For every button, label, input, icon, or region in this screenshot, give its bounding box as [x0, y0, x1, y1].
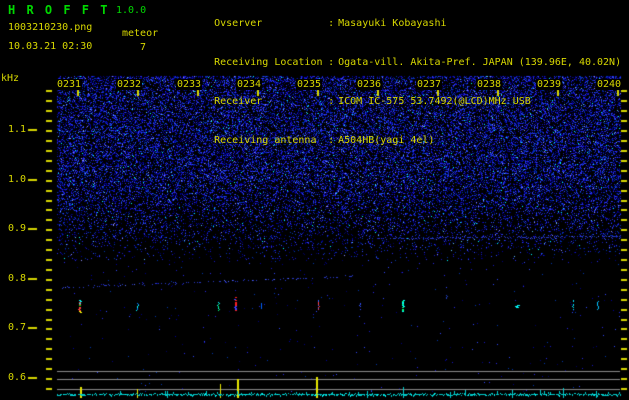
- info-value: A504HB(yagi 4el): [338, 135, 434, 146]
- time-tick-label: 0231: [56, 79, 82, 90]
- info-value: Masayuki Kobayashi: [338, 18, 446, 29]
- info-label: Receiver: [214, 95, 328, 108]
- info-colon: :: [328, 134, 338, 147]
- hrofft-window: H R O F F T 1.0.0 1003210230.png meteor …: [0, 0, 629, 400]
- freq-tick-label: 1.0: [0, 174, 26, 185]
- app-version: 1.0.0: [116, 5, 146, 16]
- time-tick-label: 0240: [596, 79, 622, 90]
- time-tick-label: 0233: [176, 79, 202, 90]
- info-value: Ogata-vill. Akita-Pref. JAPAN (139.96E, …: [338, 57, 621, 68]
- time-tick-label: 0235: [296, 79, 322, 90]
- observation-datetime: 10.03.21 02:30: [8, 41, 92, 52]
- freq-tick-label: 0.8: [0, 273, 26, 284]
- info-label: Receiving Location: [214, 56, 328, 69]
- time-tick-label: 0236: [356, 79, 382, 90]
- time-tick-label: 0239: [536, 79, 562, 90]
- info-label: Ovserver: [214, 17, 328, 30]
- freq-axis-unit-label: kHz: [1, 73, 19, 84]
- freq-tick-label: 0.6: [0, 372, 26, 383]
- freq-tick-label: 0.7: [0, 322, 26, 333]
- app-title: H R O F F T: [8, 3, 109, 17]
- freq-tick-label: 1.1: [0, 124, 26, 135]
- info-row-location: Receiving Location: Ogata-vill. Akita-Pre…: [178, 43, 621, 82]
- time-tick-label: 0232: [116, 79, 142, 90]
- info-row-antenna: Receiving antenna: A504HB(yagi 4el): [178, 121, 621, 160]
- info-value: ICOM IC-575 53.7492(@LCD)MHz USB: [338, 96, 531, 107]
- time-tick-label: 0234: [236, 79, 262, 90]
- echo-count: 7: [140, 42, 146, 53]
- info-colon: :: [328, 56, 338, 69]
- mode-label: meteor: [122, 28, 158, 39]
- info-row-observer: Ovserver: Masayuki Kobayashi: [178, 4, 621, 43]
- time-tick-label: 0237: [416, 79, 442, 90]
- info-label: Receiving antenna: [214, 134, 328, 147]
- time-tick-label: 0238: [476, 79, 502, 90]
- output-filename: 1003210230.png: [8, 22, 92, 33]
- info-colon: :: [328, 95, 338, 108]
- freq-tick-label: 0.9: [0, 223, 26, 234]
- info-colon: :: [328, 17, 338, 30]
